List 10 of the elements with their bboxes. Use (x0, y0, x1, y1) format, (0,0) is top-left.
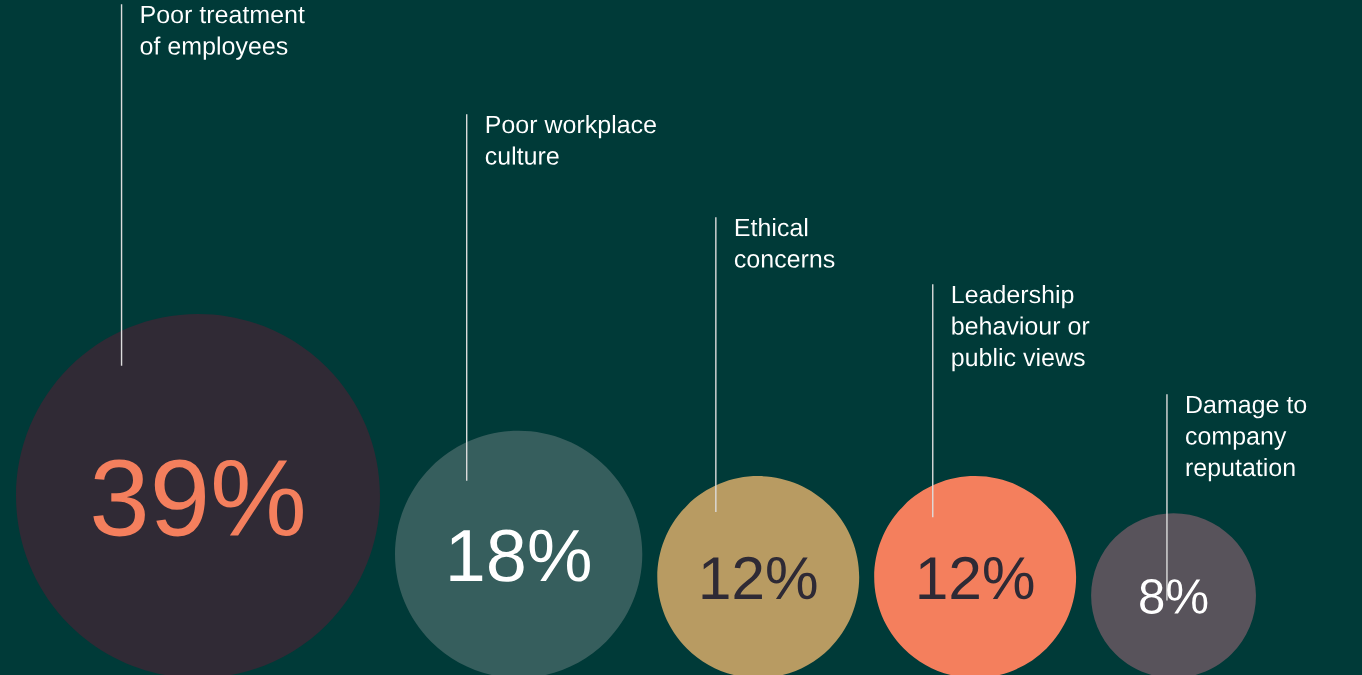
data-label: 12% (702, 556, 817, 600)
category-label: Poor treatment of employees (140, 5, 305, 60)
category-label: Leadership behaviour or public views (952, 285, 1090, 372)
category-label: Ethical concerns (734, 218, 835, 268)
data-label: 39% (93, 459, 303, 537)
category-label: Poor workplace culture (485, 115, 656, 165)
data-label: 8% (1140, 579, 1208, 614)
data-label: 12% (919, 556, 1034, 600)
data-label: 18% (450, 529, 590, 582)
category-label: Damage to company reputation (1186, 395, 1307, 482)
